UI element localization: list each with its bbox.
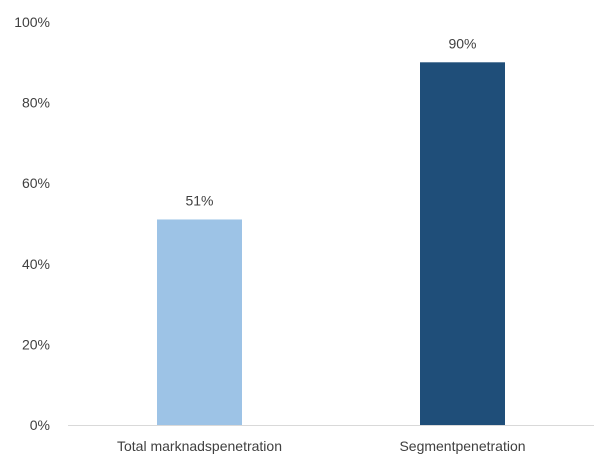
y-axis-tick-labels: 0% 20% 40% 60% 80% 100% [14, 14, 50, 433]
bar [420, 62, 505, 426]
bars [157, 62, 505, 426]
bar [157, 219, 242, 425]
x-category-label: Total marknadspenetration [117, 438, 282, 454]
x-category-label: Segmentpenetration [399, 438, 525, 454]
y-tick-label: 40% [22, 256, 50, 272]
bar-value-label: 51% [185, 192, 213, 208]
y-tick-label: 60% [22, 175, 50, 191]
y-tick-label: 0% [30, 417, 50, 433]
x-axis-category-labels: Total marknadspenetration Segmentpenetrat… [117, 438, 526, 454]
y-tick-label: 20% [22, 336, 50, 352]
y-tick-label: 100% [14, 14, 50, 30]
bar-value-label: 90% [448, 35, 476, 51]
y-tick-label: 80% [22, 95, 50, 111]
data-labels: 51% 90% [185, 35, 476, 208]
